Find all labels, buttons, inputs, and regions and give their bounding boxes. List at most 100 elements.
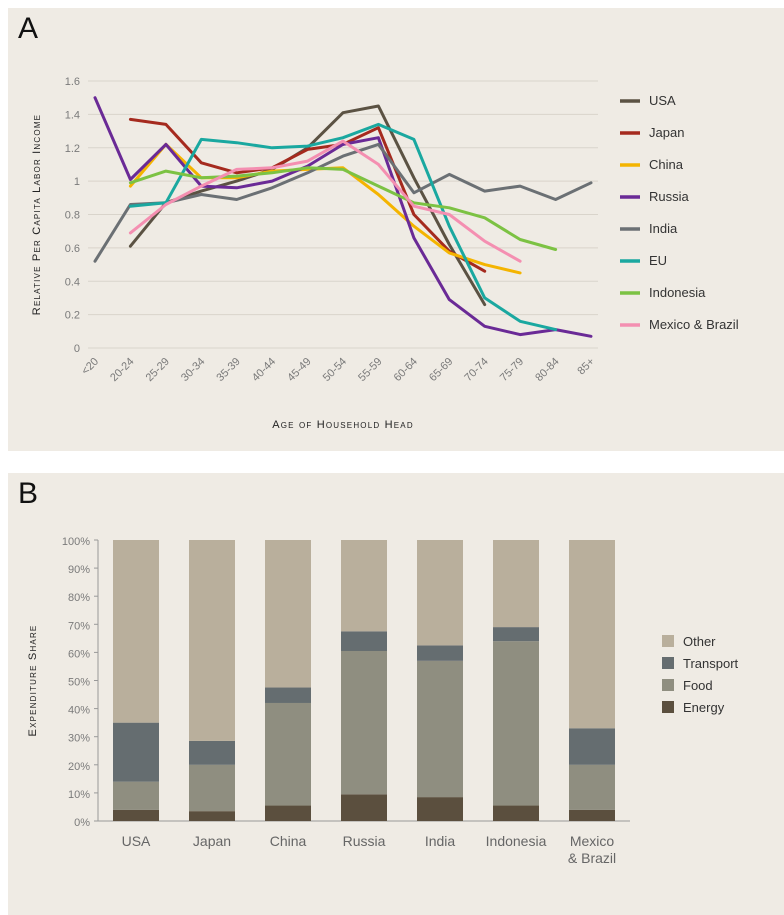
legend-label-food: Food: [683, 678, 713, 693]
x-tick-label: 75-79: [498, 356, 526, 384]
y-tick-label: 1.4: [65, 109, 80, 121]
y-tick-label: 0: [74, 343, 80, 355]
bar-segment-energy-china: [265, 805, 311, 821]
panel-b: B 0% 10% 20% 30% 40% 50% 60% 70% 80% 90% 100% Expen…: [8, 473, 784, 915]
y-tick-label: 70%: [68, 620, 90, 632]
line-chart: 0 0.2 0.4 0.6 0.8 1 1.2 1.4 1.6 <20 20-24 25-29 30-3…: [31, 76, 739, 431]
x-category-label: Japan: [193, 833, 231, 849]
series-line-japan: [128, 117, 487, 273]
bar-segment-other-china: [265, 540, 311, 688]
y-tick-label: 20%: [68, 761, 90, 773]
bar-segment-transport-russia: [341, 631, 387, 651]
bar-segment-other-russia: [341, 540, 387, 632]
x-tick-label: 65-69: [427, 356, 455, 384]
legend-swatch-food: [662, 679, 674, 691]
bar-segment-food-japan: [189, 764, 235, 812]
bar-segment-energy-india: [417, 797, 463, 821]
panel-b-label: B: [18, 477, 39, 510]
x-category-label: USA: [122, 833, 151, 849]
x-axis-title: Age of Household Head: [272, 419, 414, 431]
y-tick-label: 0%: [74, 817, 90, 829]
bar-segment-transport-china: [265, 687, 311, 703]
y-tick-label: 0.6: [65, 243, 80, 255]
y-tick-label: 60%: [68, 648, 90, 660]
series-line-eu: [128, 122, 558, 332]
y-tick-label: 30%: [68, 733, 90, 745]
y-tick-label: 0.2: [65, 310, 80, 322]
bar-segment-energy-indonesia: [493, 805, 539, 821]
bar-segment-other-india: [417, 540, 463, 646]
legend-label-mexico-brazil: Mexico & Brazil: [649, 317, 739, 332]
legend-label-india: India: [649, 221, 678, 236]
bar-segment-other-usa: [113, 540, 159, 723]
bar-segment-transport-indonesia: [493, 627, 539, 642]
series-line-usa: [128, 104, 487, 307]
bar-segment-food-usa: [113, 781, 159, 810]
y-tick-label: 1: [74, 176, 80, 188]
x-tick-label: 60-64: [392, 356, 420, 384]
panel-a: A 0 0.2 0.4 0.6 0.8 1 1.2 1.4 1.6 <20 20-24 25-29 30…: [8, 8, 784, 451]
y-tick-label: 1.6: [65, 76, 80, 88]
x-category-label: Mexico: [570, 833, 615, 849]
bar-segment-transport-mexico-brazil: [569, 728, 615, 765]
x-category-label: India: [425, 833, 456, 849]
y-tick-label: 50%: [68, 677, 90, 689]
y-tick-label: 80%: [68, 592, 90, 604]
legend-label-indonesia: Indonesia: [649, 285, 706, 300]
x-tick-label: 35-39: [214, 356, 242, 384]
bar-segment-food-indonesia: [493, 641, 539, 806]
legend-label-usa: USA: [649, 93, 676, 108]
y-axis-title: Relative Per Capita Labor Income: [31, 114, 43, 315]
bar-segment-transport-japan: [189, 740, 235, 765]
legend-label-eu: EU: [649, 253, 667, 268]
bar-segment-energy-russia: [341, 794, 387, 821]
legend-label-japan: Japan: [649, 125, 684, 140]
legend-label-china: China: [649, 157, 684, 172]
panel-a-label: A: [18, 12, 39, 45]
x-tick-label: 55-59: [356, 356, 384, 384]
y-tick-label: 0.8: [65, 210, 80, 222]
bar-segment-transport-india: [417, 645, 463, 661]
x-tick-label: 80-84: [533, 356, 561, 384]
y-tick-label: 40%: [68, 705, 90, 717]
series-line-mexico-brazil: [128, 139, 522, 263]
y-tick-label: 100%: [62, 536, 90, 548]
legend-swatch-energy: [662, 701, 674, 713]
x-tick-label: <20: [79, 356, 101, 378]
bar-segment-food-russia: [341, 650, 387, 795]
x-category-label: Indonesia: [486, 833, 547, 849]
x-tick-label: 85+: [575, 356, 597, 378]
legend-label-other: Other: [683, 634, 716, 649]
x-tick-label: 45-49: [285, 356, 313, 384]
series-line-russia: [93, 96, 593, 338]
legend-label-energy: Energy: [683, 700, 725, 715]
x-category-label: Russia: [343, 833, 386, 849]
bar-segment-other-indonesia: [493, 540, 539, 628]
bar-segment-food-china: [265, 702, 311, 806]
bar-segment-energy-mexico-brazil: [569, 809, 615, 821]
x-tick-label: 25-29: [144, 356, 172, 384]
bar-segment-food-india: [417, 660, 463, 798]
bar-segment-other-mexico-brazil: [569, 540, 615, 729]
legend-label-transport: Transport: [683, 656, 739, 671]
x-category-label: & Brazil: [568, 850, 616, 866]
y-tick-label: 90%: [68, 564, 90, 576]
x-tick-label: 20-24: [108, 356, 136, 384]
x-tick-label: 70-74: [462, 356, 490, 384]
bar-segment-energy-usa: [113, 809, 159, 821]
y-axis-title: Expenditure Share: [27, 625, 39, 737]
y-tick-label: 10%: [68, 789, 90, 801]
legend-label-russia: Russia: [649, 189, 690, 204]
y-tick-label: 1.2: [65, 143, 80, 155]
y-tick-label: 0.4: [65, 276, 80, 288]
legend-swatch-transport: [662, 657, 674, 669]
x-tick-label: 40-44: [250, 356, 278, 384]
x-category-label: China: [270, 833, 307, 849]
legend-swatch-other: [662, 635, 674, 647]
bar-segment-other-japan: [189, 540, 235, 741]
x-tick-label: 50-54: [321, 356, 349, 384]
stacked-bar-chart: 0% 10% 20% 30% 40% 50% 60% 70% 80% 90% 100% Expendi…: [27, 536, 739, 866]
x-tick-label: 30-34: [179, 356, 207, 384]
bar-segment-energy-japan: [189, 811, 235, 821]
bar-segment-food-mexico-brazil: [569, 764, 615, 810]
